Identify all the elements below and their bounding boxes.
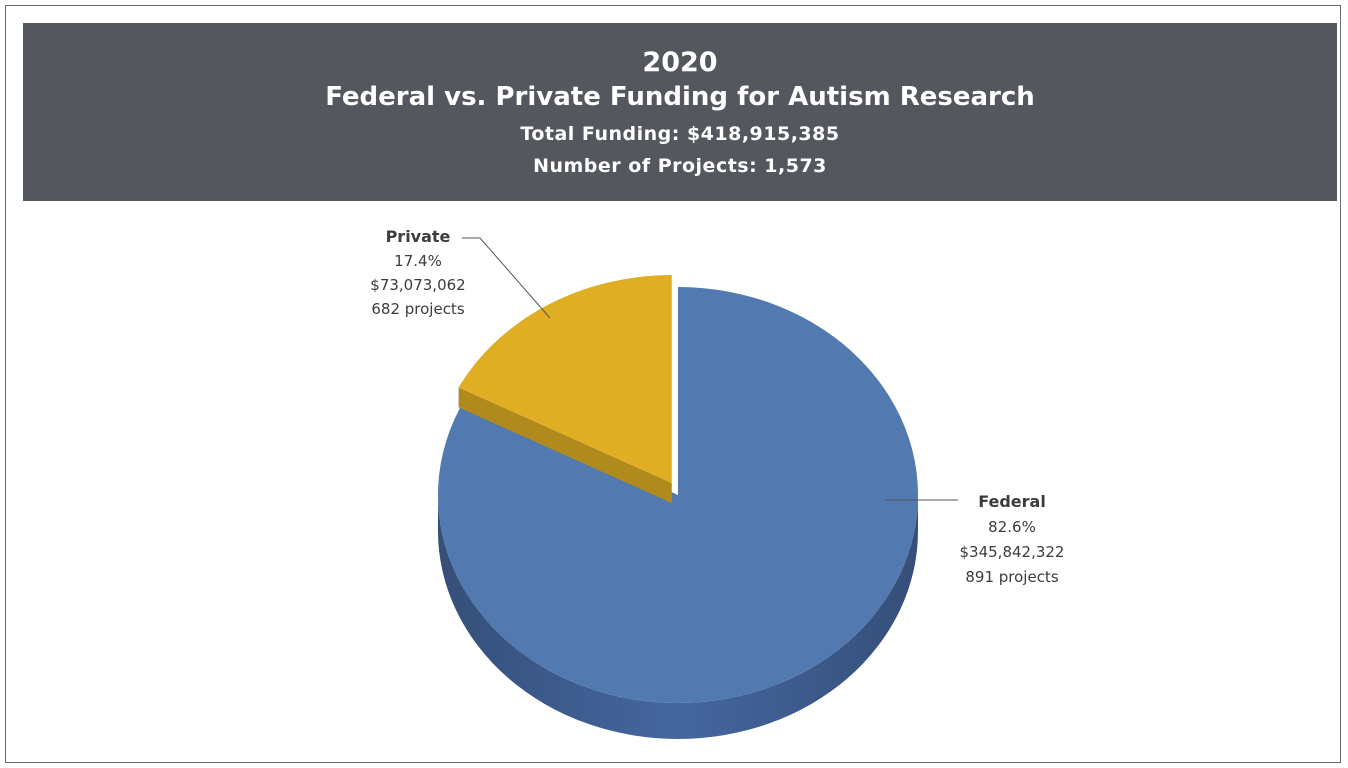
slice-private-top: [458, 275, 672, 483]
chart-title: Federal vs. Private Funding for Autism R…: [325, 82, 1035, 112]
leader-line-private: [462, 237, 551, 319]
label-private-percent: 17.4%: [394, 252, 442, 270]
label-federal-amount: $345,842,322: [960, 543, 1065, 561]
label-federal-percent: 82.6%: [988, 518, 1036, 536]
slice-private-side: [458, 387, 672, 503]
label-private: Private 17.4% $73,073,062 682 projects: [370, 227, 465, 318]
chart-header: 2020 Federal vs. Private Funding for Aut…: [23, 23, 1337, 201]
label-private-name: Private: [386, 227, 451, 246]
label-federal-projects: 891 projects: [965, 568, 1058, 586]
number-of-projects: Number of Projects: 1,573: [533, 155, 827, 177]
label-federal: Federal 82.6% $345,842,322 891 projects: [960, 492, 1065, 586]
total-funding: Total Funding: $418,915,385: [520, 123, 840, 145]
slice-federal-top: [438, 287, 918, 703]
slice-private: [458, 275, 672, 503]
chart-frame: 2020 Federal vs. Private Funding for Aut…: [5, 5, 1341, 763]
label-private-projects: 682 projects: [371, 300, 464, 318]
label-federal-name: Federal: [978, 492, 1046, 511]
label-private-amount: $73,073,062: [370, 276, 465, 294]
slice-federal-side: [438, 495, 918, 739]
slice-federal: [438, 287, 918, 739]
chart-year: 2020: [642, 47, 718, 78]
